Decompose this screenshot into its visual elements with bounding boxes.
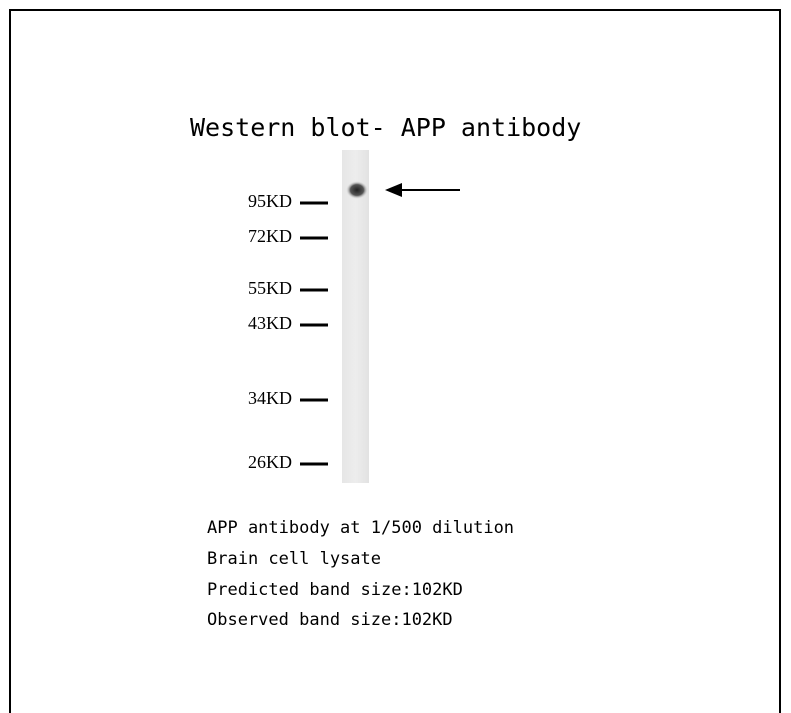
marker-label: 34KD	[248, 388, 292, 408]
note-line: Observed band size:102KD	[207, 610, 453, 630]
marker-label: 95KD	[248, 191, 292, 211]
marker-label: 43KD	[248, 313, 292, 333]
figure: Western blot- APP antibody 95KD 72KD 55KD 4…	[0, 0, 791, 713]
blot-band	[346, 181, 368, 199]
arrow-head	[385, 183, 402, 197]
notes: APP antibody at 1/500 dilution Brain cell…	[207, 518, 514, 630]
blot-lane	[342, 150, 369, 483]
note-line: Predicted band size:102KD	[207, 580, 463, 600]
title: Western blot- APP antibody	[190, 113, 581, 142]
page: Western blot- APP antibody 95KD 72KD 55KD 4…	[0, 0, 791, 713]
markers: 95KD 72KD 55KD 43KD 34KD 26KD	[248, 191, 328, 472]
note-line: Brain cell lysate	[207, 549, 381, 569]
marker-label: 72KD	[248, 226, 292, 246]
marker-label: 26KD	[248, 452, 292, 472]
marker-label: 55KD	[248, 278, 292, 298]
note-line: APP antibody at 1/500 dilution	[207, 518, 514, 538]
